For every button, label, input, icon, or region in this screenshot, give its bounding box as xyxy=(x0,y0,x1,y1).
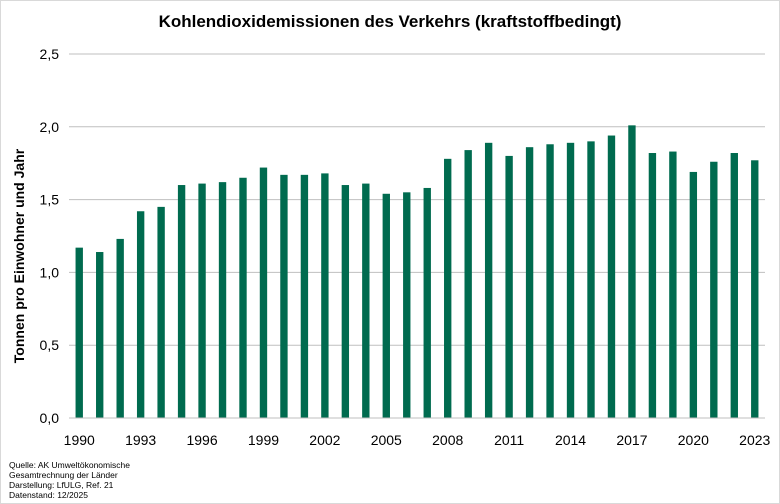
x-tick-label: 2005 xyxy=(371,432,402,448)
bar-2016 xyxy=(607,135,616,418)
y-axis-label: Tonnen pro Einwohner und Jahr xyxy=(11,148,27,363)
bar-1998 xyxy=(239,177,247,418)
bar-2003 xyxy=(341,185,350,418)
bar-2007 xyxy=(423,187,431,418)
bar-2013 xyxy=(546,144,554,418)
bar-1990 xyxy=(75,247,83,418)
bar-1993 xyxy=(136,211,145,418)
x-tick-label: 2020 xyxy=(678,432,709,448)
bar-2022 xyxy=(730,153,738,418)
x-tick-label: 2008 xyxy=(432,432,463,448)
bar-2001 xyxy=(300,174,309,418)
bar-2000 xyxy=(280,174,288,418)
bar-1999 xyxy=(259,167,268,418)
bar-2018 xyxy=(648,153,657,418)
bar-2006 xyxy=(403,192,411,418)
source-line: Datenstand: 12/2025 xyxy=(9,490,88,500)
y-tick-label: 0,0 xyxy=(40,410,60,426)
bar-2005 xyxy=(382,193,390,418)
bar-1996 xyxy=(198,183,206,418)
bar-1992 xyxy=(116,238,124,418)
bar-2015 xyxy=(587,141,595,419)
bar-2010 xyxy=(484,142,493,419)
bar-2023 xyxy=(751,160,759,418)
bar-1995 xyxy=(177,185,186,418)
bars xyxy=(75,125,759,419)
x-tick-label: 1993 xyxy=(125,432,156,448)
bar-2012 xyxy=(525,147,534,418)
y-tick-label: 2,0 xyxy=(40,119,60,135)
source-line: Quelle: AK Umweltökonomische xyxy=(9,460,130,470)
bar-2020 xyxy=(689,171,698,418)
x-ticks: 1990 1993 1996 1999 2002 2005 2008 2011 2014 2017… xyxy=(64,432,771,448)
x-tick-label: 2002 xyxy=(309,432,340,448)
x-tick-label: 2011 xyxy=(494,432,524,448)
x-tick-label: 1996 xyxy=(186,432,217,448)
bar-2017 xyxy=(628,125,636,419)
x-tick-label: 2023 xyxy=(739,432,770,448)
bar-2009 xyxy=(464,150,472,418)
bar-2021 xyxy=(710,161,718,418)
y-tick-label: 0,5 xyxy=(40,337,60,353)
bar-2004 xyxy=(362,183,370,418)
bar-2019 xyxy=(669,151,677,418)
bar-2008 xyxy=(444,158,452,418)
source-line: Darstellung: LfULG, Ref. 21 xyxy=(9,480,114,490)
bar-1994 xyxy=(157,206,165,418)
bar-1991 xyxy=(96,252,104,418)
x-tick-label: 2014 xyxy=(555,432,586,448)
source-line: Gesamtrechnung der Länder xyxy=(9,470,118,480)
y-tick-label: 1,0 xyxy=(40,264,60,280)
x-tick-label: 1990 xyxy=(64,432,95,448)
x-tick-label: 1999 xyxy=(248,432,279,448)
bar-2014 xyxy=(566,142,575,419)
bar-2002 xyxy=(321,173,329,418)
chart-title: Kohlendioxidemissionen des Verkehrs (kra… xyxy=(159,12,622,31)
bar-1997 xyxy=(218,182,227,418)
source-note: Quelle: AK Umweltökonomische Gesamtrechn… xyxy=(9,460,130,500)
y-tick-label: 2,5 xyxy=(40,46,60,62)
gridlines xyxy=(69,53,765,346)
y-tick-label: 1,5 xyxy=(40,192,60,208)
x-tick-label: 2017 xyxy=(616,432,647,448)
bar-2011 xyxy=(505,155,513,419)
y-ticks: 0,0 0,5 1,0 1,5 2,0 2,5 xyxy=(40,46,60,426)
